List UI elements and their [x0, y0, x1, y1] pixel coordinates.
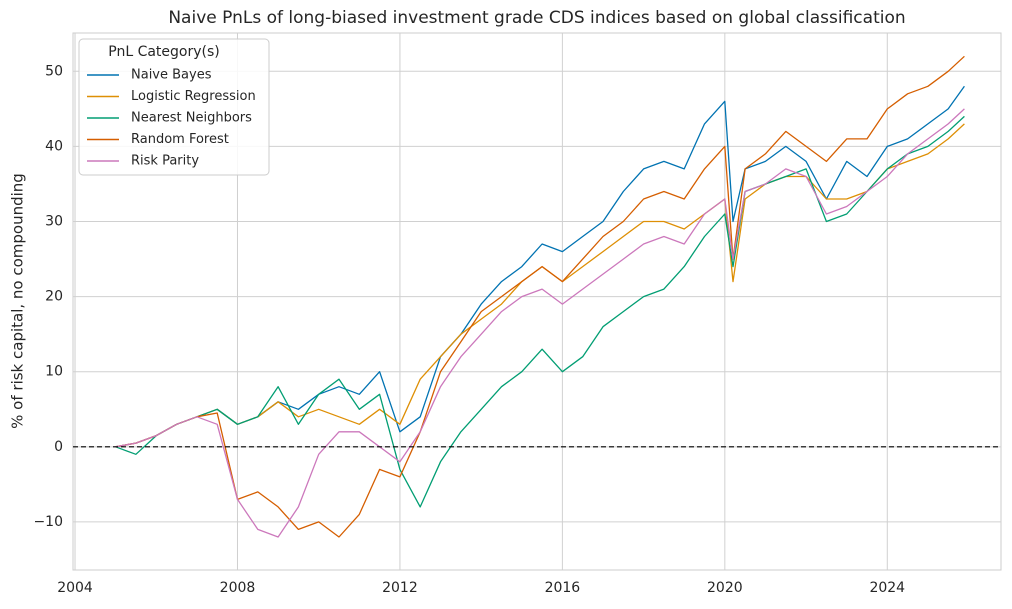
legend-label: Risk Parity: [131, 154, 199, 169]
y-axis-label: % of risk capital, no compounding: [9, 173, 27, 429]
x-tick-label: 2012: [382, 580, 418, 596]
legend-label: Nearest Neighbors: [131, 111, 252, 126]
chart-title: Naive PnLs of long-biased investment gra…: [168, 8, 905, 28]
series-line: [115, 55, 965, 538]
legend-label: Naive Bayes: [131, 68, 212, 83]
series-line: [115, 115, 965, 508]
series-line: [115, 108, 965, 538]
legend-title: PnL Category(s): [108, 44, 220, 60]
y-tick-label: 30: [45, 214, 63, 230]
x-tick-label: 2008: [220, 580, 256, 596]
y-tick-label: 50: [45, 63, 63, 79]
y-tick-label: 0: [54, 439, 63, 455]
y-tick-label: 20: [45, 289, 63, 305]
legend: PnL Category(s) Naive Bayes Logistic Regre…: [78, 38, 270, 176]
y-tick-label: 40: [45, 138, 63, 154]
legend-box: [78, 38, 270, 176]
x-tick-label: 2004: [57, 580, 93, 596]
legend-label: Random Forest: [131, 132, 229, 147]
x-tick-label: 2016: [545, 580, 581, 596]
legend-label: Logistic Regression: [131, 89, 256, 104]
x-tick-label: 2020: [707, 580, 743, 596]
y-tick-label: −10: [33, 514, 63, 530]
x-tick-label: 2024: [869, 580, 905, 596]
y-tick-label: 10: [45, 364, 63, 380]
